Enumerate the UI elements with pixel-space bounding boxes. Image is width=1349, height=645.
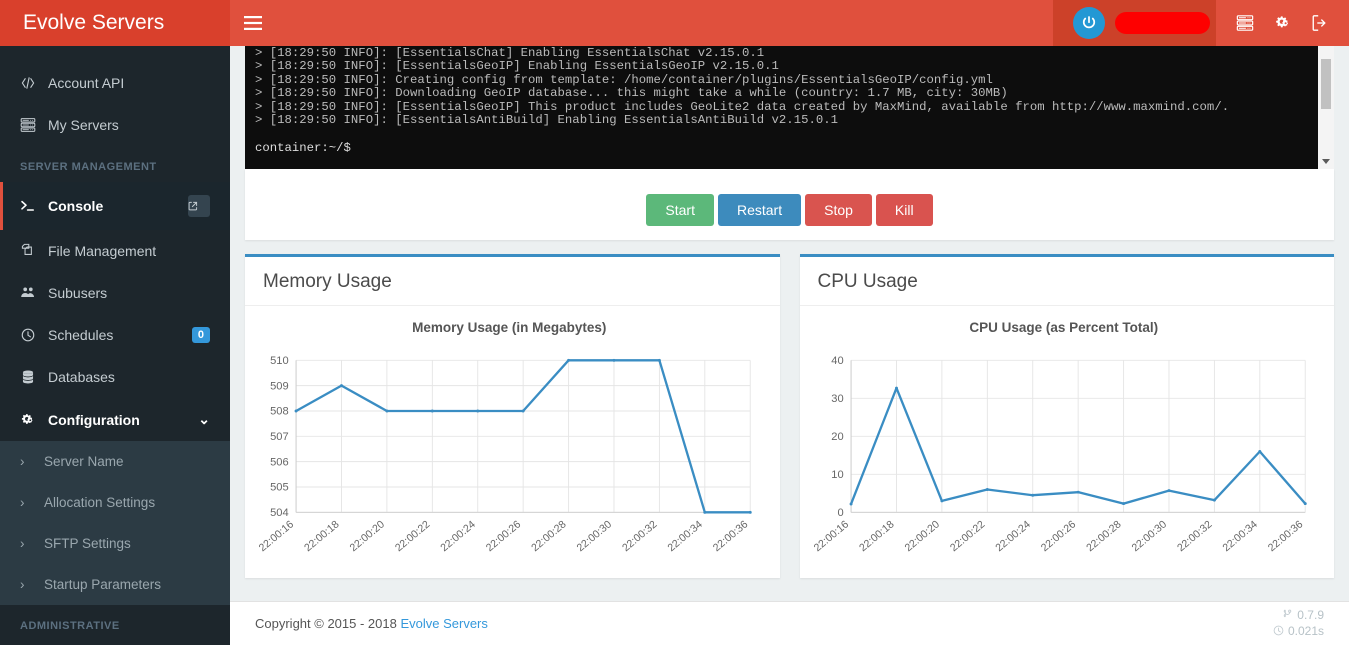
svg-text:22:00:22: 22:00:22 (393, 518, 433, 554)
svg-text:508: 508 (270, 406, 289, 418)
svg-text:510: 510 (270, 355, 289, 367)
svg-text:22:00:36: 22:00:36 (1265, 518, 1305, 554)
svg-text:22:00:26: 22:00:26 (484, 518, 524, 554)
svg-text:22:00:32: 22:00:32 (1175, 518, 1215, 554)
svg-text:22:00:20: 22:00:20 (348, 518, 388, 554)
svg-text:509: 509 (270, 380, 289, 392)
svg-text:40: 40 (831, 355, 843, 367)
svg-text:22:00:16: 22:00:16 (814, 518, 851, 554)
svg-text:22:00:24: 22:00:24 (438, 518, 478, 554)
svg-text:22:00:18: 22:00:18 (857, 518, 897, 554)
svg-text:22:00:16: 22:00:16 (259, 518, 296, 554)
svg-text:22:00:30: 22:00:30 (1129, 518, 1169, 554)
svg-text:22:00:28: 22:00:28 (1084, 518, 1124, 554)
svg-text:506: 506 (270, 456, 289, 468)
svg-text:22:00:30: 22:00:30 (575, 518, 615, 554)
svg-text:505: 505 (270, 482, 289, 494)
svg-text:22:00:32: 22:00:32 (620, 518, 660, 554)
svg-text:10: 10 (831, 469, 843, 481)
svg-text:30: 30 (831, 393, 843, 405)
svg-text:504: 504 (270, 507, 289, 519)
svg-text:22:00:20: 22:00:20 (902, 518, 942, 554)
svg-text:507: 507 (270, 431, 289, 443)
svg-text:22:00:24: 22:00:24 (993, 518, 1033, 554)
svg-text:22:00:26: 22:00:26 (1038, 518, 1078, 554)
svg-text:22:00:34: 22:00:34 (1220, 518, 1260, 554)
svg-text:20: 20 (831, 431, 843, 443)
svg-text:22:00:22: 22:00:22 (947, 518, 987, 554)
svg-text:22:00:34: 22:00:34 (665, 518, 705, 554)
svg-text:0: 0 (837, 507, 843, 519)
svg-text:22:00:18: 22:00:18 (302, 518, 342, 554)
svg-text:22:00:28: 22:00:28 (529, 518, 569, 554)
svg-text:22:00:36: 22:00:36 (711, 518, 751, 554)
